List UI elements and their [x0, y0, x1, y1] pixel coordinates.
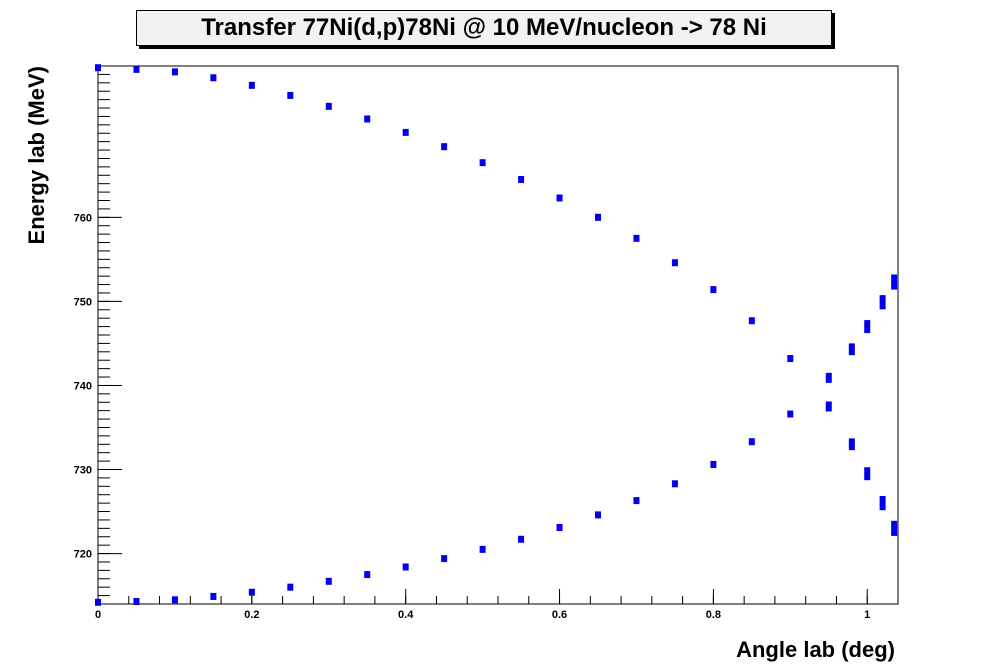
y-tick-label: 720 — [74, 549, 92, 561]
data-point — [748, 317, 755, 325]
data-point — [171, 596, 178, 604]
y-tick-label: 760 — [74, 212, 92, 224]
data-point — [825, 372, 832, 383]
data-point — [402, 128, 409, 136]
data-point — [595, 213, 601, 221]
data-point — [787, 355, 794, 363]
data-point — [325, 577, 332, 585]
data-point — [364, 571, 371, 579]
data-point — [287, 583, 294, 591]
data-point — [210, 74, 217, 82]
data-point — [133, 65, 140, 73]
data-point — [248, 81, 255, 89]
data-point — [879, 496, 886, 511]
data-point — [479, 545, 486, 553]
data-point — [441, 555, 448, 563]
x-tick-label: 0.4 — [398, 609, 414, 621]
data-point — [248, 588, 255, 596]
data-point — [848, 343, 855, 356]
data-point — [633, 234, 640, 242]
y-axis-label: Energy lab (MeV) — [24, 66, 49, 244]
data-point — [864, 320, 871, 334]
x-tick-label: 1 — [864, 609, 870, 621]
data-point — [633, 497, 640, 505]
data-point — [287, 91, 294, 99]
data-point — [325, 102, 332, 110]
x-tick-label: 0.2 — [244, 609, 259, 621]
data-point — [891, 520, 898, 536]
data-point — [518, 535, 525, 543]
data-point — [479, 159, 486, 167]
data-point — [364, 115, 371, 123]
y-tick-label: 730 — [74, 465, 92, 477]
x-axis-label: Angle lab (deg) — [736, 637, 895, 662]
chart-title: Transfer 77Ni(d,p)78Ni @ 10 MeV/nucleon … — [136, 10, 832, 46]
data-point — [133, 597, 140, 605]
data-point — [891, 274, 898, 290]
data-point — [671, 259, 678, 267]
plot-frame — [97, 65, 899, 605]
data-point — [825, 401, 832, 412]
data-point — [171, 68, 178, 76]
data-point — [671, 480, 678, 488]
y-tick-label: 750 — [74, 296, 92, 308]
data-point — [864, 467, 871, 481]
data-point — [95, 598, 101, 606]
data-point — [518, 175, 525, 183]
data-point — [402, 563, 409, 571]
data-point — [787, 410, 794, 418]
data-point — [710, 286, 717, 294]
data-point — [210, 592, 217, 600]
data-point — [556, 524, 563, 532]
data-point — [595, 511, 601, 519]
data-point — [748, 438, 755, 446]
data-point — [441, 143, 448, 151]
data-point — [556, 194, 563, 202]
x-tick-label: 0.6 — [552, 609, 567, 621]
x-tick-label: 0 — [95, 609, 101, 621]
x-tick-label: 0.8 — [706, 609, 721, 621]
data-points — [95, 64, 898, 606]
x-axis-ticks: 0 0.2 0.4 0.6 0.8 1 — [95, 589, 899, 621]
data-point — [848, 438, 855, 451]
data-point — [95, 64, 101, 72]
data-point — [710, 460, 717, 468]
y-tick-label: 740 — [74, 380, 92, 392]
y-axis-ticks: 720 730 740 750 760 — [74, 65, 122, 605]
data-point — [879, 295, 886, 310]
